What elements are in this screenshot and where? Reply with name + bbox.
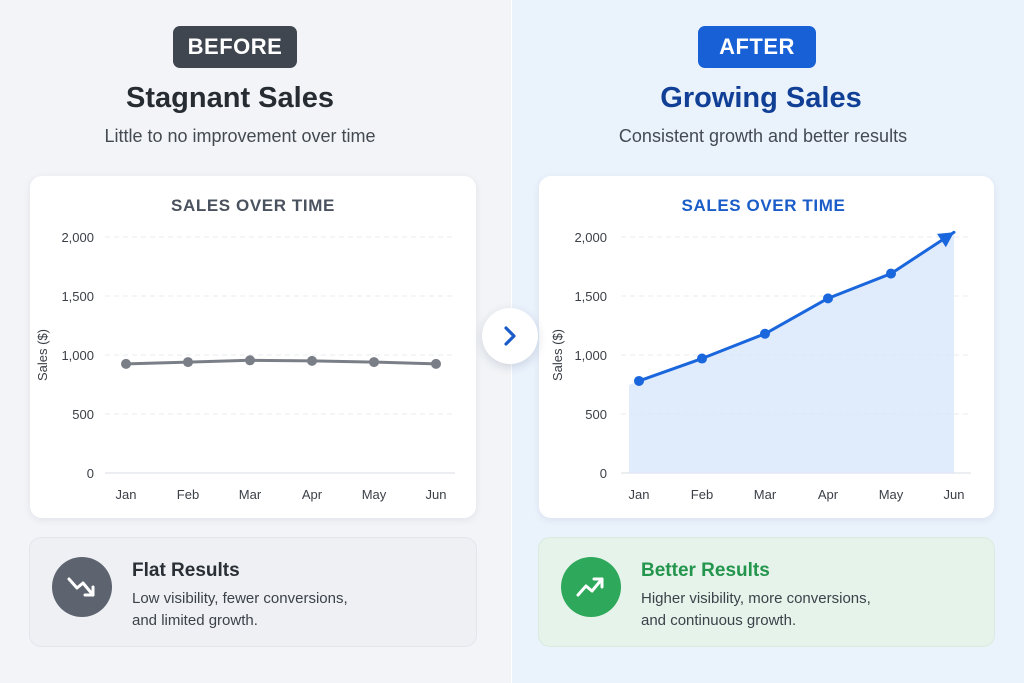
- data-point: [369, 357, 379, 368]
- after-result-title: Better Results: [641, 560, 770, 581]
- before-result-description: Low visibility, fewer conversions, and l…: [132, 588, 432, 632]
- before-result-desc-line-1: Low visibility, fewer conversions,: [132, 590, 348, 607]
- x-tick-label: Feb: [177, 487, 199, 502]
- trend-down-icon: [67, 577, 95, 597]
- x-tick-label: Jun: [944, 487, 965, 502]
- before-badge: BEFORE: [173, 26, 297, 68]
- y-tick-label: 2,000: [61, 230, 94, 245]
- x-tick-label: Jan: [116, 487, 137, 502]
- y-tick-label: 500: [72, 407, 94, 422]
- x-tick-label: May: [362, 487, 387, 502]
- after-result-description: Higher visibility, more conversions, and…: [641, 588, 941, 632]
- y-tick-label: 1,500: [61, 289, 94, 304]
- after-result-card: Better Results Higher visibility, more c…: [538, 537, 995, 647]
- before-result-badge: [52, 557, 112, 617]
- x-tick-label: Feb: [691, 487, 713, 502]
- y-tick-label: 500: [585, 407, 607, 422]
- before-headline: Stagnant Sales: [126, 82, 334, 114]
- before-subline: Little to no improvement over time: [104, 126, 376, 146]
- y-tick-label: 1,500: [574, 289, 607, 304]
- data-point: [183, 357, 193, 368]
- series-line: [124, 358, 438, 366]
- data-point: [634, 375, 644, 386]
- x-tick-label: Mar: [754, 487, 777, 502]
- before-sales-chart: SALES OVER TIME 0 500 1,000 1,500 2,000 Jan Feb…: [35, 196, 455, 502]
- series-line: [637, 230, 956, 383]
- before-result-card: Flat Results Low visibility, fewer conve…: [29, 537, 477, 647]
- data-point: [760, 328, 770, 339]
- data-point: [823, 293, 833, 304]
- after-badge: AFTER: [698, 26, 816, 68]
- data-point: [886, 268, 896, 279]
- series-area: [629, 232, 954, 473]
- after-panel: AFTER Growing Sales Consistent growth an…: [512, 0, 1024, 683]
- x-tick-label: Jan: [629, 487, 650, 502]
- chart-title: SALES OVER TIME: [171, 196, 335, 215]
- after-result-desc-line-1: Higher visibility, more conversions,: [641, 590, 871, 607]
- data-point: [121, 358, 131, 369]
- x-tick-label: May: [879, 487, 904, 502]
- data-point: [431, 358, 441, 369]
- x-tick-label: Jun: [426, 487, 447, 502]
- data-point: [307, 355, 317, 366]
- before-result-title: Flat Results: [132, 560, 240, 581]
- before-chart-card: SALES OVER TIME 0 500 1,000 1,500 2,000 Jan Feb…: [30, 176, 476, 518]
- y-tick-label: 2,000: [574, 230, 607, 245]
- y-axis-label: Sales ($): [35, 329, 50, 381]
- y-tick-label: 1,000: [574, 348, 607, 363]
- y-tick-label: 0: [600, 466, 607, 481]
- before-result-desc-line-2: and limited growth.: [132, 612, 258, 629]
- before-panel: BEFORE Stagnant Sales Little to no impro…: [29, 26, 477, 647]
- x-tick-label: Mar: [239, 487, 262, 502]
- chevron-right-icon: [504, 326, 516, 346]
- x-tick-label: Apr: [302, 487, 323, 502]
- after-result-badge: [561, 557, 621, 617]
- data-point: [245, 355, 255, 366]
- after-sales-chart: SALES OVER TIME 0 500 1,000 1,500 2,000 Jan Feb…: [550, 196, 971, 502]
- after-headline: Growing Sales: [660, 82, 862, 114]
- x-tick-label: Apr: [818, 487, 839, 502]
- after-subline: Consistent growth and better results: [618, 126, 908, 146]
- y-tick-label: 0: [87, 466, 94, 481]
- data-point-arrow: [937, 232, 954, 248]
- chart-title: SALES OVER TIME: [682, 196, 846, 215]
- after-chart-card: SALES OVER TIME 0 500 1,000 1,500 2,000 Jan Feb…: [539, 176, 994, 518]
- trend-up-icon: [576, 577, 604, 597]
- after-result-desc-line-2: and continuous growth.: [641, 612, 797, 629]
- y-tick-label: 1,000: [61, 348, 94, 363]
- data-point: [697, 353, 707, 364]
- next-comparison-button[interactable]: [482, 308, 538, 364]
- y-axis-label: Sales ($): [550, 329, 565, 381]
